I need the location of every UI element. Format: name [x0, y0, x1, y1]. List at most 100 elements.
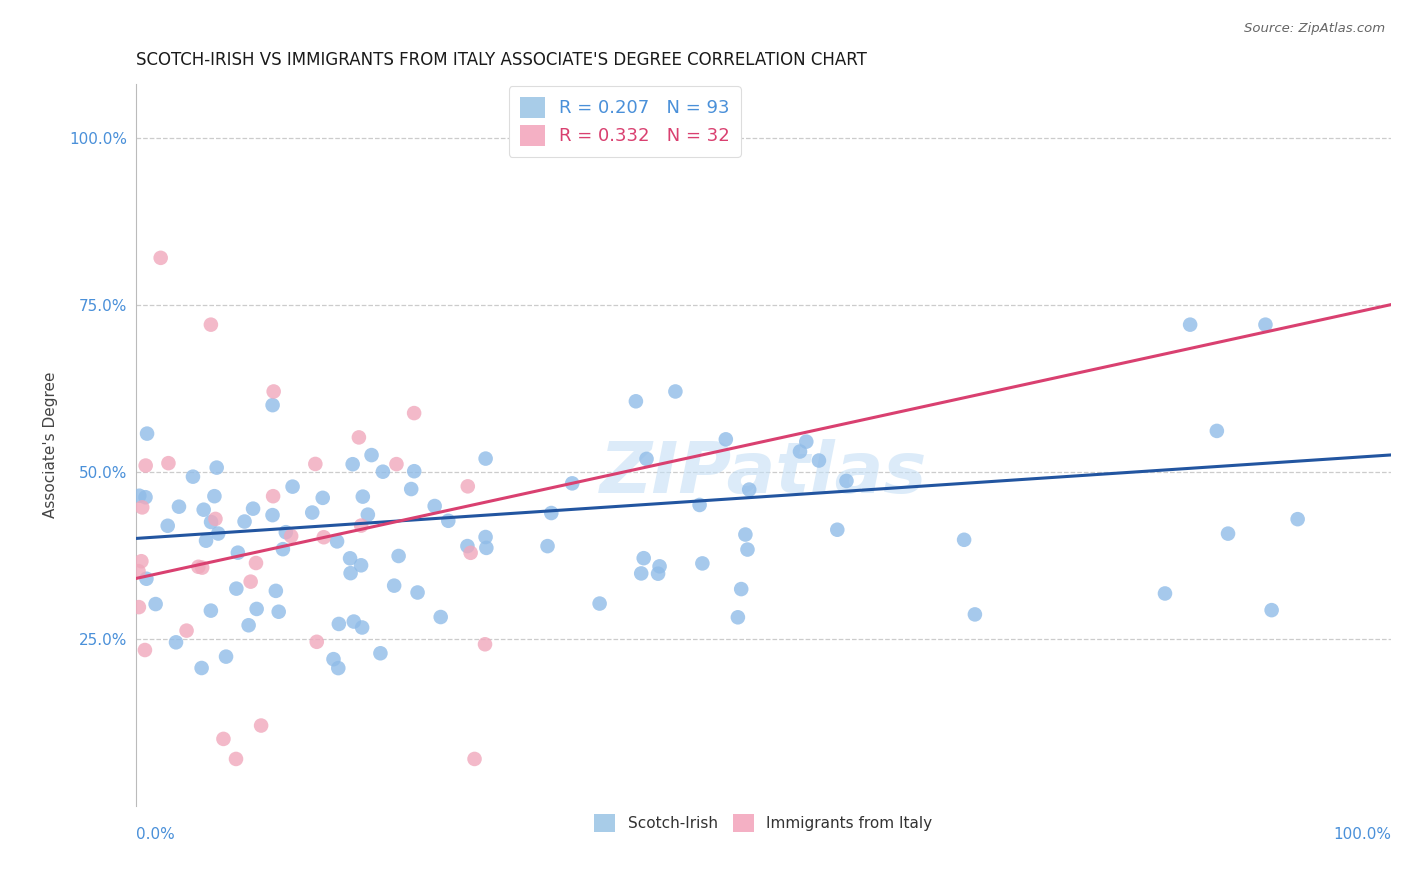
- Point: [239, 574, 262, 589]
- Point: [250, 718, 273, 732]
- Point: [271, 542, 294, 557]
- Point: [456, 539, 478, 553]
- Point: [165, 635, 187, 649]
- Point: [328, 661, 350, 675]
- Point: [727, 610, 749, 624]
- Point: [195, 533, 218, 548]
- Point: [281, 480, 304, 494]
- Point: [357, 508, 380, 522]
- Point: [730, 582, 752, 596]
- Point: [738, 483, 761, 497]
- Point: [200, 515, 222, 529]
- Point: [588, 597, 610, 611]
- Point: [737, 542, 759, 557]
- Point: [1286, 512, 1309, 526]
- Point: [204, 512, 226, 526]
- Point: [404, 406, 426, 420]
- Point: [280, 529, 302, 543]
- Point: [540, 506, 562, 520]
- Point: [190, 661, 212, 675]
- Point: [953, 533, 976, 547]
- Point: [350, 558, 373, 573]
- Point: [131, 500, 153, 515]
- Point: [474, 530, 496, 544]
- Point: [262, 398, 284, 412]
- Point: [692, 557, 714, 571]
- Point: [388, 549, 411, 563]
- Point: [647, 566, 669, 581]
- Point: [200, 604, 222, 618]
- Point: [371, 465, 394, 479]
- Point: [399, 482, 422, 496]
- Point: [225, 582, 247, 596]
- Point: [128, 564, 150, 578]
- Point: [128, 489, 150, 503]
- Point: [167, 500, 190, 514]
- Point: [561, 476, 583, 491]
- Point: [963, 607, 986, 622]
- Point: [714, 433, 737, 447]
- Point: [145, 597, 167, 611]
- Point: [339, 566, 361, 581]
- Point: [404, 464, 426, 478]
- Point: [734, 527, 756, 541]
- Point: [267, 605, 290, 619]
- Point: [382, 579, 405, 593]
- Point: [226, 546, 249, 560]
- Point: [664, 384, 686, 399]
- Point: [1216, 526, 1239, 541]
- Text: 100.0%: 100.0%: [1333, 828, 1391, 842]
- Point: [246, 602, 269, 616]
- Point: [263, 384, 285, 399]
- Point: [322, 652, 344, 666]
- Point: [794, 434, 817, 449]
- Text: SCOTCH-IRISH VS IMMIGRANTS FROM ITALY ASSOCIATE'S DEGREE CORRELATION CHART: SCOTCH-IRISH VS IMMIGRANTS FROM ITALY AS…: [135, 51, 866, 69]
- Point: [181, 469, 204, 483]
- Point: [370, 646, 392, 660]
- Point: [328, 616, 350, 631]
- Point: [326, 534, 349, 549]
- Point: [474, 637, 496, 651]
- Point: [457, 479, 479, 493]
- Point: [536, 539, 558, 553]
- Point: [360, 448, 382, 462]
- Point: [156, 518, 179, 533]
- Point: [460, 546, 482, 560]
- Point: [301, 506, 323, 520]
- Point: [200, 318, 222, 332]
- Point: [342, 457, 364, 471]
- Point: [1260, 603, 1282, 617]
- Point: [352, 620, 374, 634]
- Text: Source: ZipAtlas.com: Source: ZipAtlas.com: [1244, 22, 1385, 36]
- Point: [475, 541, 498, 555]
- Point: [305, 635, 328, 649]
- Point: [135, 572, 157, 586]
- Point: [1254, 318, 1277, 332]
- Point: [339, 551, 361, 566]
- Point: [262, 489, 284, 503]
- Point: [204, 489, 226, 503]
- Point: [238, 618, 260, 632]
- Point: [312, 491, 335, 505]
- Point: [352, 490, 374, 504]
- Point: [1154, 586, 1177, 600]
- Point: [385, 457, 408, 471]
- Point: [233, 515, 256, 529]
- Text: ZIPatlas: ZIPatlas: [599, 439, 927, 508]
- Point: [406, 585, 429, 599]
- Point: [207, 526, 229, 541]
- Point: [135, 458, 157, 473]
- Point: [624, 394, 647, 409]
- Point: [630, 566, 652, 581]
- Text: 0.0%: 0.0%: [135, 828, 174, 842]
- Point: [423, 499, 446, 513]
- Point: [304, 457, 326, 471]
- Point: [1205, 424, 1227, 438]
- Point: [1178, 318, 1201, 332]
- Point: [131, 554, 153, 568]
- Point: [347, 430, 370, 444]
- Point: [689, 498, 711, 512]
- Point: [789, 444, 811, 458]
- Legend: Scotch-Irish, Immigrants from Italy: Scotch-Irish, Immigrants from Italy: [588, 808, 939, 838]
- Point: [835, 474, 858, 488]
